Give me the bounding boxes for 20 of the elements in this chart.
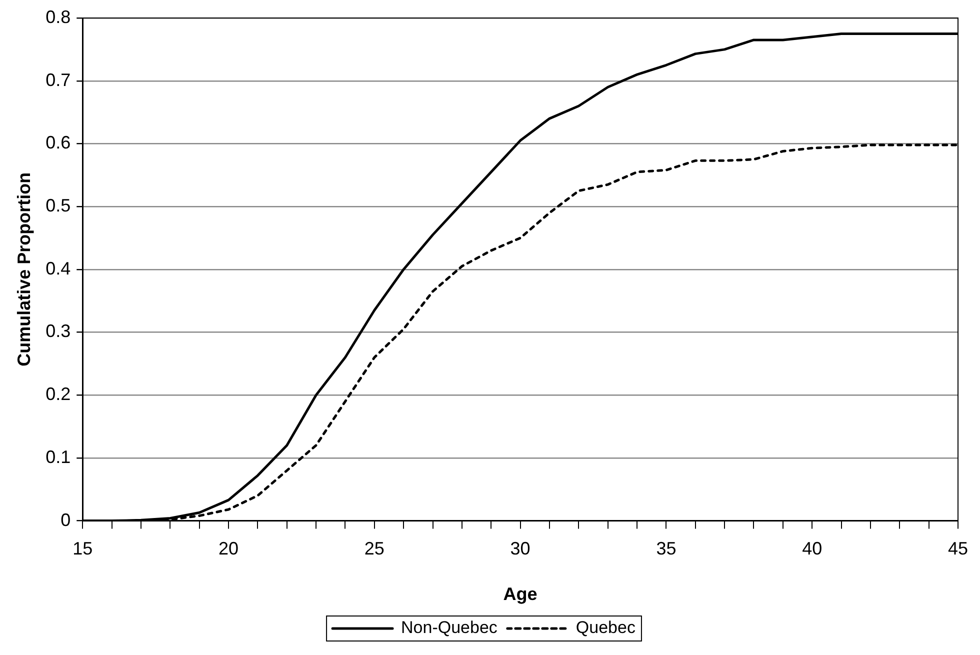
y-tick-label: 0.7 xyxy=(46,70,71,90)
y-tick-label: 0 xyxy=(60,510,71,530)
x-tick-label: 25 xyxy=(364,538,384,559)
x-tick-label: 20 xyxy=(218,538,239,559)
x-tick-label: 40 xyxy=(802,538,822,559)
y-tick-label: 0.2 xyxy=(46,384,71,404)
x-tick-label: 45 xyxy=(948,538,968,559)
x-tick-label: 35 xyxy=(656,538,676,559)
x-tick-label: 30 xyxy=(510,538,530,559)
legend-label: Non-Quebec xyxy=(401,618,498,638)
x-axis-title: Age xyxy=(503,584,538,604)
legend-label: Quebec xyxy=(576,618,636,638)
y-tick-label: 0.4 xyxy=(46,258,71,278)
y-tick-label: 0.5 xyxy=(46,196,71,216)
y-tick-label: 0.3 xyxy=(46,321,71,342)
y-tick-label: 0.1 xyxy=(46,446,71,467)
x-tick-label: 15 xyxy=(72,538,93,559)
y-axis-title: Cumulative Proportion xyxy=(14,172,34,366)
y-tick-label: 0.6 xyxy=(46,132,71,153)
y-tick-label: 0.8 xyxy=(46,6,71,27)
